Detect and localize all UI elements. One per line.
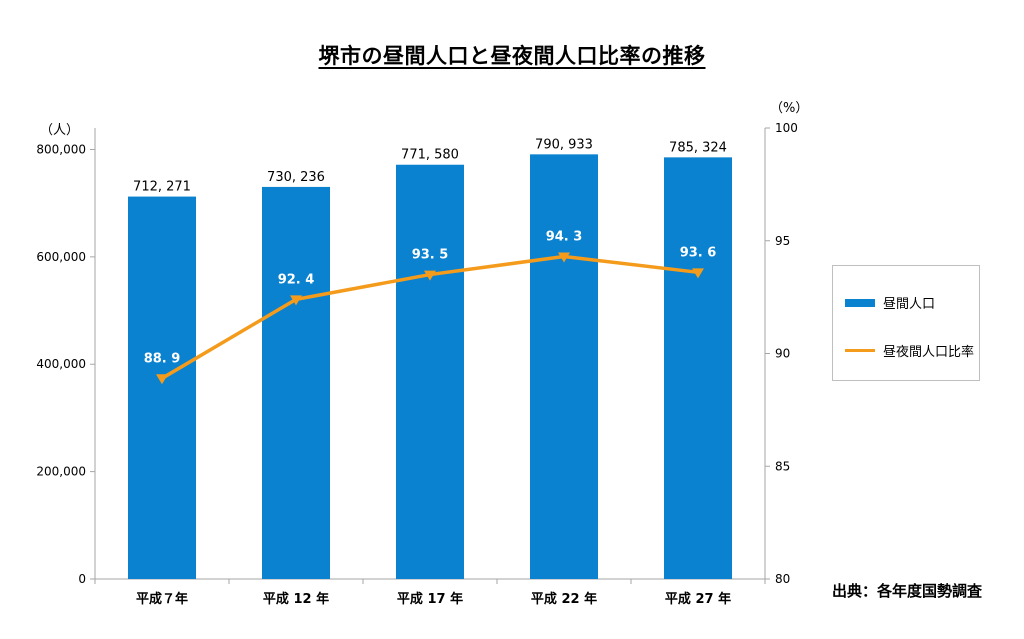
legend-item-day-night-ratio: 昼夜間人口比率 xyxy=(845,341,974,360)
line-value-label: 93. 5 xyxy=(412,248,449,263)
bar-daytime-population xyxy=(128,196,196,579)
line-value-label: 94. 3 xyxy=(546,230,583,245)
y-right-tick-label: 100 xyxy=(775,121,798,135)
y-left-tick-label: 600,000 xyxy=(36,250,86,264)
x-tick-label: 平成 12 年 xyxy=(263,591,329,607)
x-tick-label: 平成 27 年 xyxy=(665,591,731,607)
line-point-marker xyxy=(424,270,436,281)
legend-label-daytime-population: 昼間人口 xyxy=(883,297,936,312)
legend: 昼間人口 昼夜間人口比率 xyxy=(832,265,980,381)
line-value-label: 88. 9 xyxy=(144,351,181,366)
chart-title: 堺市の昼間人口と昼夜間人口比率の推移 xyxy=(318,44,706,68)
bar-value-label: 790, 933 xyxy=(535,137,593,152)
x-tick-label: 平成 22 年 xyxy=(531,591,597,607)
y-right-tick-label: 95 xyxy=(775,234,790,248)
bar-daytime-population xyxy=(530,154,598,579)
line-layer xyxy=(156,252,704,385)
y-left-tick-label: 0 xyxy=(78,572,86,586)
legend-swatch-line xyxy=(845,349,875,352)
line-value-label: 92. 4 xyxy=(278,272,315,287)
y-left-tick-label: 400,000 xyxy=(36,357,86,371)
labels-layer: 712, 271 730, 236 771, 580 790, 933 785, 324… xyxy=(133,137,727,366)
line-point-marker xyxy=(558,252,570,263)
legend-item-daytime-population: 昼間人口 xyxy=(845,293,935,312)
legend-swatch-bar xyxy=(845,298,875,307)
line-point-marker xyxy=(290,295,302,306)
legend-label-day-night-ratio: 昼夜間人口比率 xyxy=(883,345,975,360)
y-left-tick-label: 800,000 xyxy=(36,142,86,156)
y-left-tick-label: 200,000 xyxy=(36,465,86,479)
axes-layer: 0 200,000 400,000 600,000 800,000 80 85 90 95 100… xyxy=(36,101,808,607)
bar-daytime-population xyxy=(396,164,464,579)
bar-value-label: 712, 271 xyxy=(133,180,191,195)
bar-value-label: 771, 580 xyxy=(401,148,459,163)
source-note: 出典：各年度国勢調査 xyxy=(832,582,983,600)
bar-daytime-population xyxy=(664,157,732,579)
bar-value-label: 785, 324 xyxy=(669,140,727,155)
bar-daytime-population xyxy=(262,186,330,580)
x-tick-label: 平成７年 xyxy=(136,591,188,607)
y-left-unit-label: （人） xyxy=(40,123,79,138)
line-point-marker xyxy=(156,374,168,385)
line-point-marker xyxy=(692,268,704,279)
bars-layer xyxy=(128,154,732,580)
line-value-label: 93. 6 xyxy=(680,245,717,260)
y-right-tick-label: 90 xyxy=(775,347,790,361)
y-right-tick-label: 85 xyxy=(775,459,790,473)
y-right-unit-label: （%） xyxy=(770,101,808,116)
y-right-tick-label: 80 xyxy=(775,572,790,586)
bar-value-label: 730, 236 xyxy=(267,170,325,185)
x-tick-label: 平成 17 年 xyxy=(397,591,463,607)
